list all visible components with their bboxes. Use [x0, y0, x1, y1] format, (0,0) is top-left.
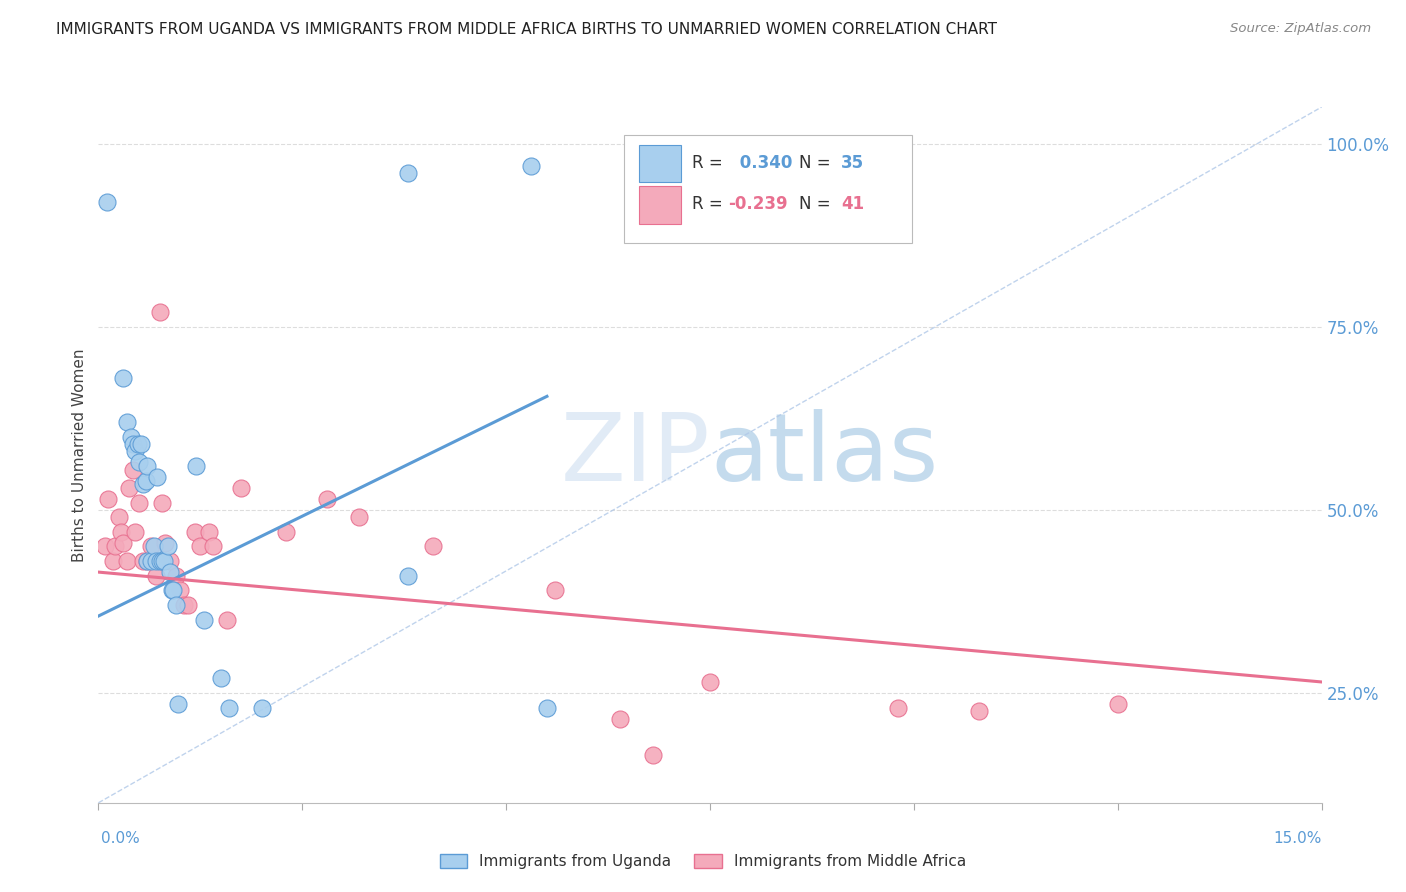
Point — [349, 510, 371, 524]
Point — [108, 510, 131, 524]
Point — [396, 568, 419, 582]
Point — [159, 554, 181, 568]
Point — [250, 700, 273, 714]
Point — [188, 540, 212, 554]
Point — [150, 554, 173, 568]
Point — [177, 598, 200, 612]
Text: N =: N = — [800, 153, 837, 171]
Point — [231, 481, 253, 495]
Point — [217, 613, 239, 627]
Text: 0.0%: 0.0% — [101, 831, 141, 846]
Text: R =: R = — [692, 195, 728, 213]
Point — [422, 540, 444, 554]
Point — [149, 554, 172, 568]
Text: atlas: atlas — [710, 409, 938, 501]
Point — [136, 458, 159, 473]
Text: 35: 35 — [841, 153, 865, 171]
Point — [186, 458, 208, 473]
Point — [699, 675, 721, 690]
Text: R =: R = — [692, 153, 728, 171]
Point — [145, 568, 167, 582]
Point — [165, 598, 187, 612]
Point — [1107, 697, 1129, 711]
Text: ZIP: ZIP — [561, 409, 710, 501]
Point — [544, 583, 567, 598]
Point — [142, 540, 165, 554]
Point — [124, 444, 146, 458]
Text: N =: N = — [800, 195, 837, 213]
Point — [197, 524, 219, 539]
Point — [135, 474, 157, 488]
Point — [111, 536, 134, 550]
Text: IMMIGRANTS FROM UGANDA VS IMMIGRANTS FROM MIDDLE AFRICA BIRTHS TO UNMARRIED WOME: IMMIGRANTS FROM UGANDA VS IMMIGRANTS FRO… — [56, 22, 997, 37]
Text: Source: ZipAtlas.com: Source: ZipAtlas.com — [1230, 22, 1371, 36]
Point — [111, 371, 134, 385]
Point — [129, 437, 152, 451]
Point — [967, 704, 990, 718]
Point — [132, 554, 155, 568]
Point — [160, 583, 183, 598]
Point — [162, 583, 184, 598]
Legend: Immigrants from Uganda, Immigrants from Middle Africa: Immigrants from Uganda, Immigrants from … — [433, 848, 973, 875]
Point — [121, 462, 143, 476]
Point — [136, 554, 159, 568]
Point — [201, 540, 224, 554]
Point — [150, 495, 173, 509]
Point — [124, 524, 146, 539]
Point — [149, 305, 172, 319]
Point — [274, 524, 297, 539]
Point — [110, 524, 132, 539]
Point — [128, 495, 150, 509]
Point — [146, 470, 169, 484]
Point — [96, 195, 118, 210]
Y-axis label: Births to Unmarried Women: Births to Unmarried Women — [72, 348, 87, 562]
Text: -0.239: -0.239 — [728, 195, 787, 213]
Point — [94, 540, 117, 554]
Point — [136, 554, 159, 568]
Point — [115, 554, 138, 568]
Point — [536, 700, 558, 714]
Point — [183, 524, 205, 539]
Point — [104, 540, 127, 554]
Point — [152, 554, 174, 568]
Point — [121, 437, 143, 451]
Point — [519, 159, 541, 173]
Text: 0.340: 0.340 — [734, 153, 793, 171]
Point — [209, 671, 232, 685]
Point — [115, 415, 138, 429]
Point — [218, 700, 240, 714]
Text: 41: 41 — [841, 195, 865, 213]
Point — [101, 554, 124, 568]
FancyBboxPatch shape — [640, 186, 681, 224]
Point — [156, 540, 179, 554]
Point — [315, 491, 337, 506]
Point — [145, 554, 167, 568]
Point — [609, 712, 631, 726]
Point — [128, 455, 150, 469]
FancyBboxPatch shape — [624, 135, 912, 243]
Point — [173, 598, 195, 612]
Point — [193, 613, 215, 627]
Point — [155, 536, 177, 550]
Point — [127, 437, 149, 451]
Text: 15.0%: 15.0% — [1274, 831, 1322, 846]
Point — [159, 565, 181, 579]
Point — [118, 481, 141, 495]
Point — [396, 166, 419, 180]
Point — [141, 554, 163, 568]
Point — [141, 540, 163, 554]
Point — [132, 477, 155, 491]
Point — [167, 697, 190, 711]
Point — [97, 491, 120, 506]
Point — [120, 429, 142, 443]
Point — [641, 748, 664, 763]
Point — [165, 568, 187, 582]
Point — [169, 583, 191, 598]
FancyBboxPatch shape — [640, 145, 681, 182]
Point — [886, 700, 908, 714]
